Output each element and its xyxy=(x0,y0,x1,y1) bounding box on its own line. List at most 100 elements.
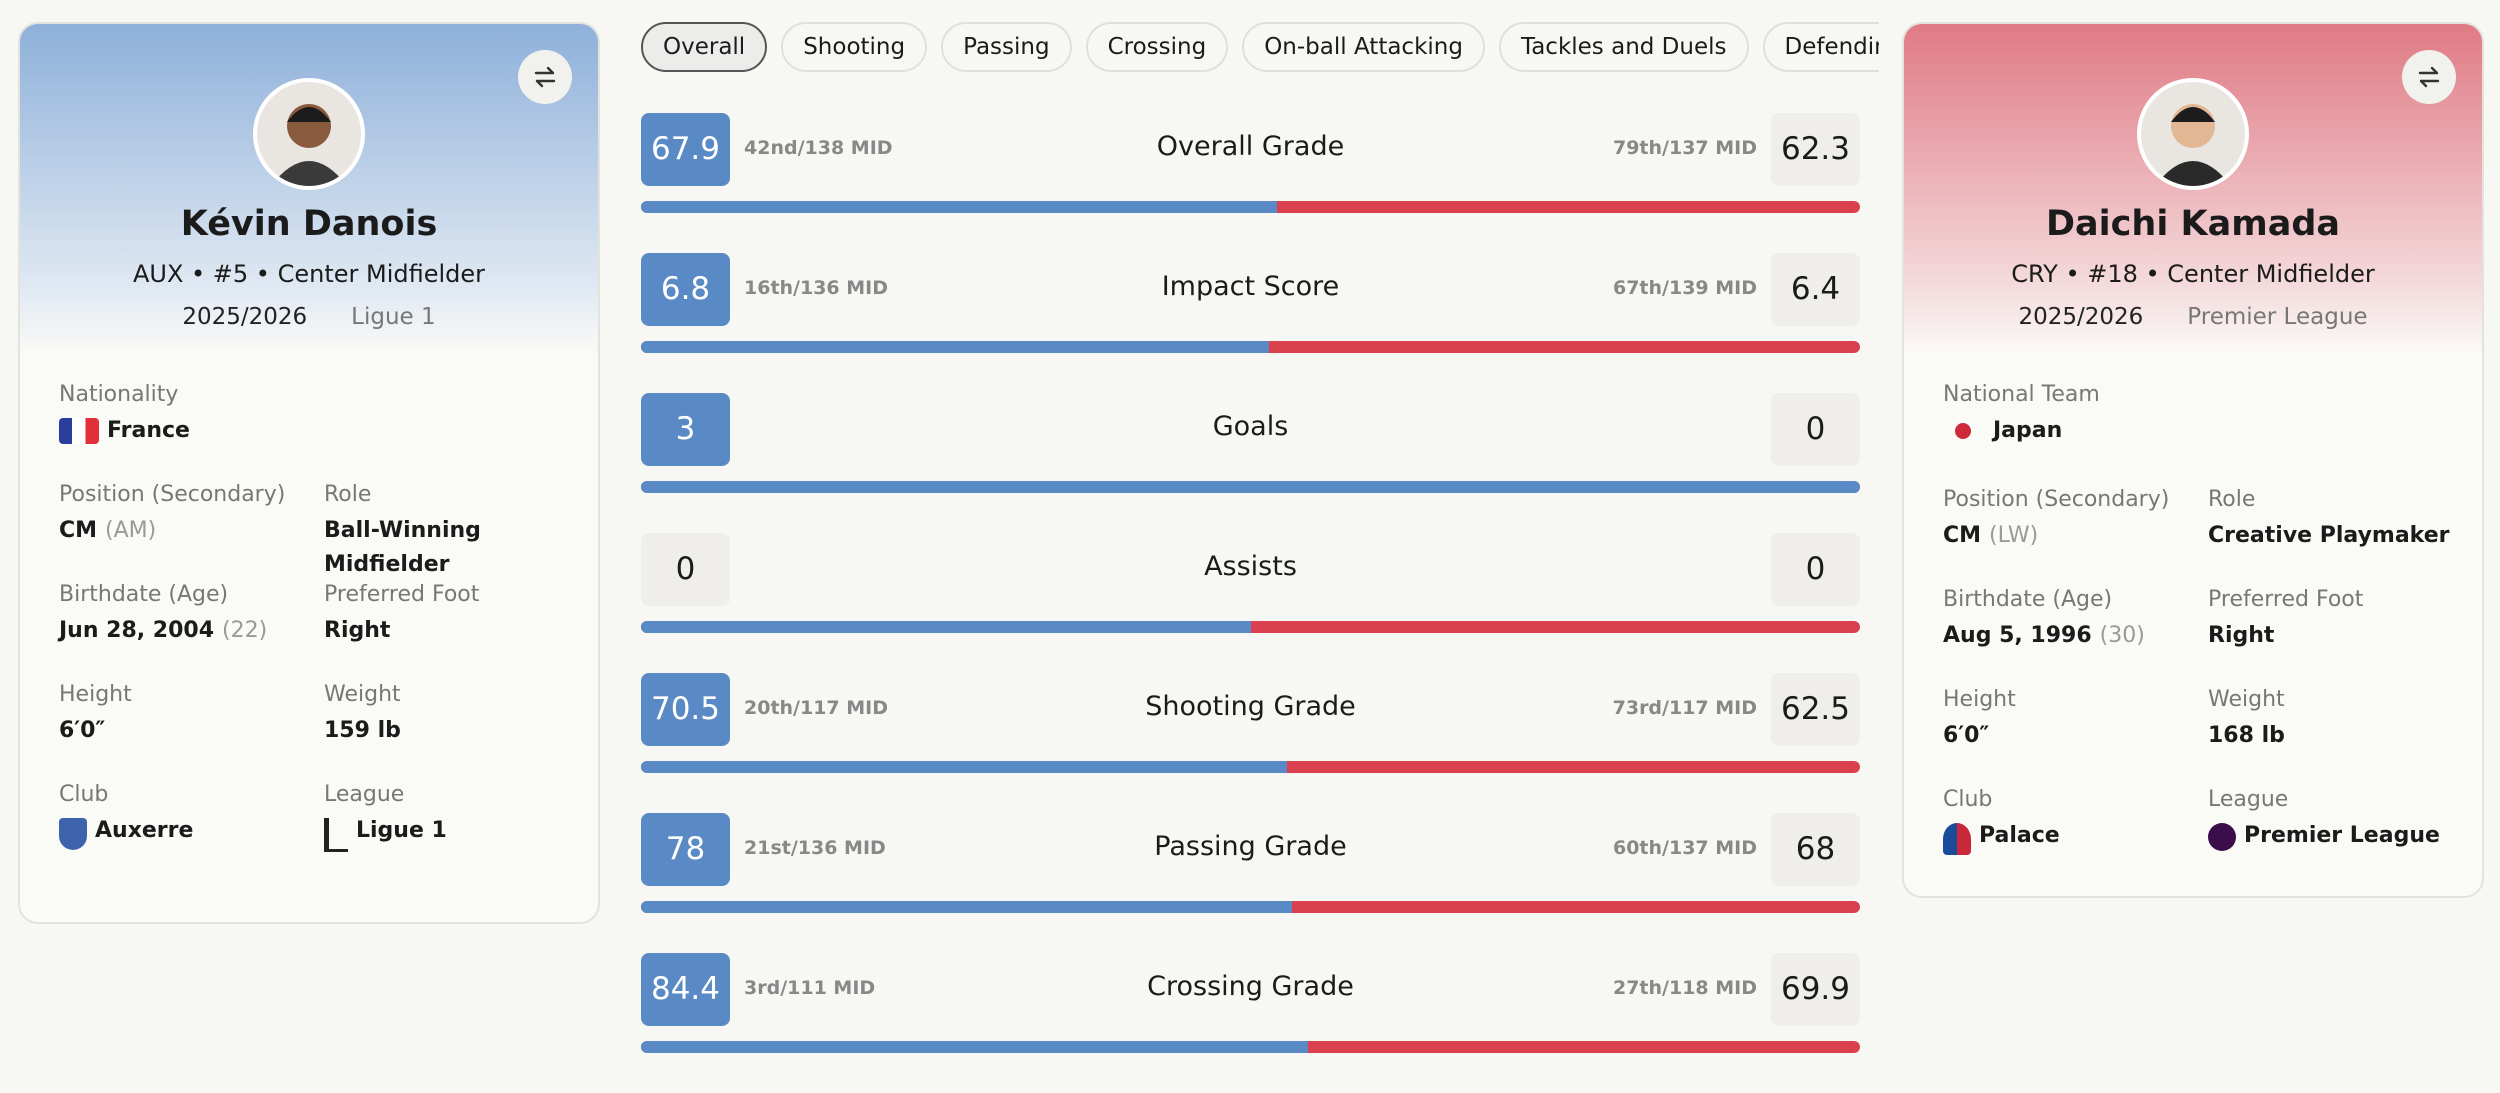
swap-button[interactable] xyxy=(2402,50,2456,104)
left-rank: 20th/117 MID xyxy=(744,697,889,719)
detail-value: CM (LW) xyxy=(1943,519,2203,553)
detail-label: Birthdate (Age) xyxy=(1943,587,2113,612)
right-rank: 73rd/117 MID xyxy=(1612,697,1757,719)
right-value: 6.4 xyxy=(1771,253,1860,326)
detail-label: Weight xyxy=(324,682,401,707)
compare-bar xyxy=(641,761,1860,773)
icon xyxy=(2208,823,2236,851)
detail-label: Birthdate (Age) xyxy=(59,582,229,607)
detail: Weight 168 lb xyxy=(2208,685,2468,753)
detail: Height 6′0″ xyxy=(59,680,319,748)
detail-value: 168 lb xyxy=(2208,719,2468,753)
selectors: 2025/2026 Ligue 1 xyxy=(20,304,598,330)
tab-bar: Overall Shooting Passing Crossing On-ball At… xyxy=(641,22,1879,74)
metric-label: Shooting Grade xyxy=(1145,691,1356,722)
tab[interactable]: Tackles and Duels xyxy=(1498,22,1749,72)
left-value: 67.9 xyxy=(641,113,730,186)
detail: Birthdate (Age) Jun 28, 2004 (22) xyxy=(59,580,319,648)
detail-label: League xyxy=(2208,787,2289,812)
left-value: 70.5 xyxy=(641,673,730,746)
detail-label: Preferred Foot xyxy=(2208,587,2364,612)
left-rank: 3rd/111 MID xyxy=(744,977,876,999)
detail-label: Nationality xyxy=(59,382,179,407)
detail-value: Jun 28, 2004 (22) xyxy=(59,614,319,648)
player-info: AUX • #5 • Center Midfielder xyxy=(132,260,486,288)
detail-value: Right xyxy=(324,614,584,648)
detail: League Premier League xyxy=(2208,785,2468,853)
secondary-text: (30) xyxy=(2099,623,2145,648)
detail-value: Ligue 1 xyxy=(324,814,584,852)
detail-label: Club xyxy=(1943,787,1993,812)
league-select[interactable]: Ligue 1 xyxy=(351,304,436,330)
value-text: 159 lb xyxy=(324,718,401,743)
right-value: 62.3 xyxy=(1771,113,1860,186)
left-share xyxy=(641,761,1288,773)
detail: Club Auxerre xyxy=(59,780,319,850)
left-value: 0 xyxy=(641,533,730,606)
league-select[interactable]: Premier League xyxy=(2187,304,2368,330)
detail-value: Right xyxy=(2208,619,2468,653)
left-share xyxy=(641,201,1277,213)
left-share xyxy=(641,1041,1308,1053)
tab[interactable]: Shooting xyxy=(781,22,928,72)
detail: League Ligue 1 xyxy=(324,780,584,852)
metric-row: 6.8 6.4 16th/136 MID 67th/139 MID Impact Sco… xyxy=(641,253,1860,393)
detail: Position (Secondary) CM (LW) xyxy=(1943,485,2203,553)
value-text: Jun 28, 2004 xyxy=(59,618,215,643)
detail-value: France xyxy=(59,414,319,448)
tab[interactable]: Defending xyxy=(1762,22,1879,72)
detail-label: Preferred Foot xyxy=(324,582,480,607)
value-text: Japan xyxy=(1993,418,2063,443)
compare-bar xyxy=(641,1041,1860,1053)
player-card: Daichi Kamada CRY • #18 • Center Midfield… xyxy=(1902,22,2484,898)
detail: Weight 159 lb xyxy=(324,680,584,748)
swap-button[interactable] xyxy=(518,50,572,104)
player-info: CRY • #18 • Center Midfielder xyxy=(2011,260,2375,288)
tab[interactable]: Overall xyxy=(641,22,768,72)
detail-value: 6′0″ xyxy=(1943,719,2203,753)
detail-value: Auxerre xyxy=(59,814,319,850)
value-text: CM xyxy=(59,518,98,543)
detail-label: Role xyxy=(2208,487,2256,512)
metric-label: Assists xyxy=(1204,551,1297,582)
detail-value: 6′0″ xyxy=(59,714,319,748)
left-rank: 16th/136 MID xyxy=(744,277,889,299)
value-text: Premier League xyxy=(2244,823,2440,848)
detail-label: Weight xyxy=(2208,687,2285,712)
secondary-text: (22) xyxy=(222,618,268,643)
avatar xyxy=(2137,78,2249,190)
tab[interactable]: Passing xyxy=(941,22,1072,72)
left-rank: 21st/136 MID xyxy=(744,837,886,859)
value-text: Right xyxy=(324,618,391,643)
detail-value: Ball-Winning Midfielder xyxy=(324,514,584,582)
season-select[interactable]: 2025/2026 xyxy=(2018,304,2144,330)
metric-label: Overall Grade xyxy=(1156,131,1345,162)
tab[interactable]: Crossing xyxy=(1085,22,1229,72)
tab[interactable]: On-ball Attacking xyxy=(1242,22,1485,72)
metric-row: 78 68 21st/136 MID 60th/137 MID Passing Grad… xyxy=(641,813,1860,953)
detail: Club Palace xyxy=(1943,785,2203,855)
icon xyxy=(1943,823,1971,855)
detail-label: Position (Secondary) xyxy=(59,482,286,507)
value-text: Auxerre xyxy=(95,818,194,843)
right-rank: 60th/137 MID xyxy=(1612,837,1757,859)
detail-label: League xyxy=(324,782,405,807)
right-rank: 79th/137 MID xyxy=(1612,137,1757,159)
right-value: 69.9 xyxy=(1771,953,1860,1026)
detail-value: Japan xyxy=(1943,414,2203,448)
value-text: 6′0″ xyxy=(1943,723,1990,748)
avatar-face xyxy=(2155,104,2231,186)
metric-label: Impact Score xyxy=(1161,271,1340,302)
right-value: 0 xyxy=(1771,533,1860,606)
value-text: Creative Playmaker xyxy=(2208,523,2450,548)
left-value: 78 xyxy=(641,813,730,886)
icon xyxy=(324,818,348,852)
metric-row: 3 0 Goals xyxy=(641,393,1860,533)
compare-bar xyxy=(641,201,1860,213)
left-value: 3 xyxy=(641,393,730,466)
left-rank: 42nd/138 MID xyxy=(744,137,893,159)
season-select[interactable]: 2025/2026 xyxy=(182,304,308,330)
player-name: Kévin Danois xyxy=(180,204,438,244)
metric-label: Goals xyxy=(1212,411,1289,442)
